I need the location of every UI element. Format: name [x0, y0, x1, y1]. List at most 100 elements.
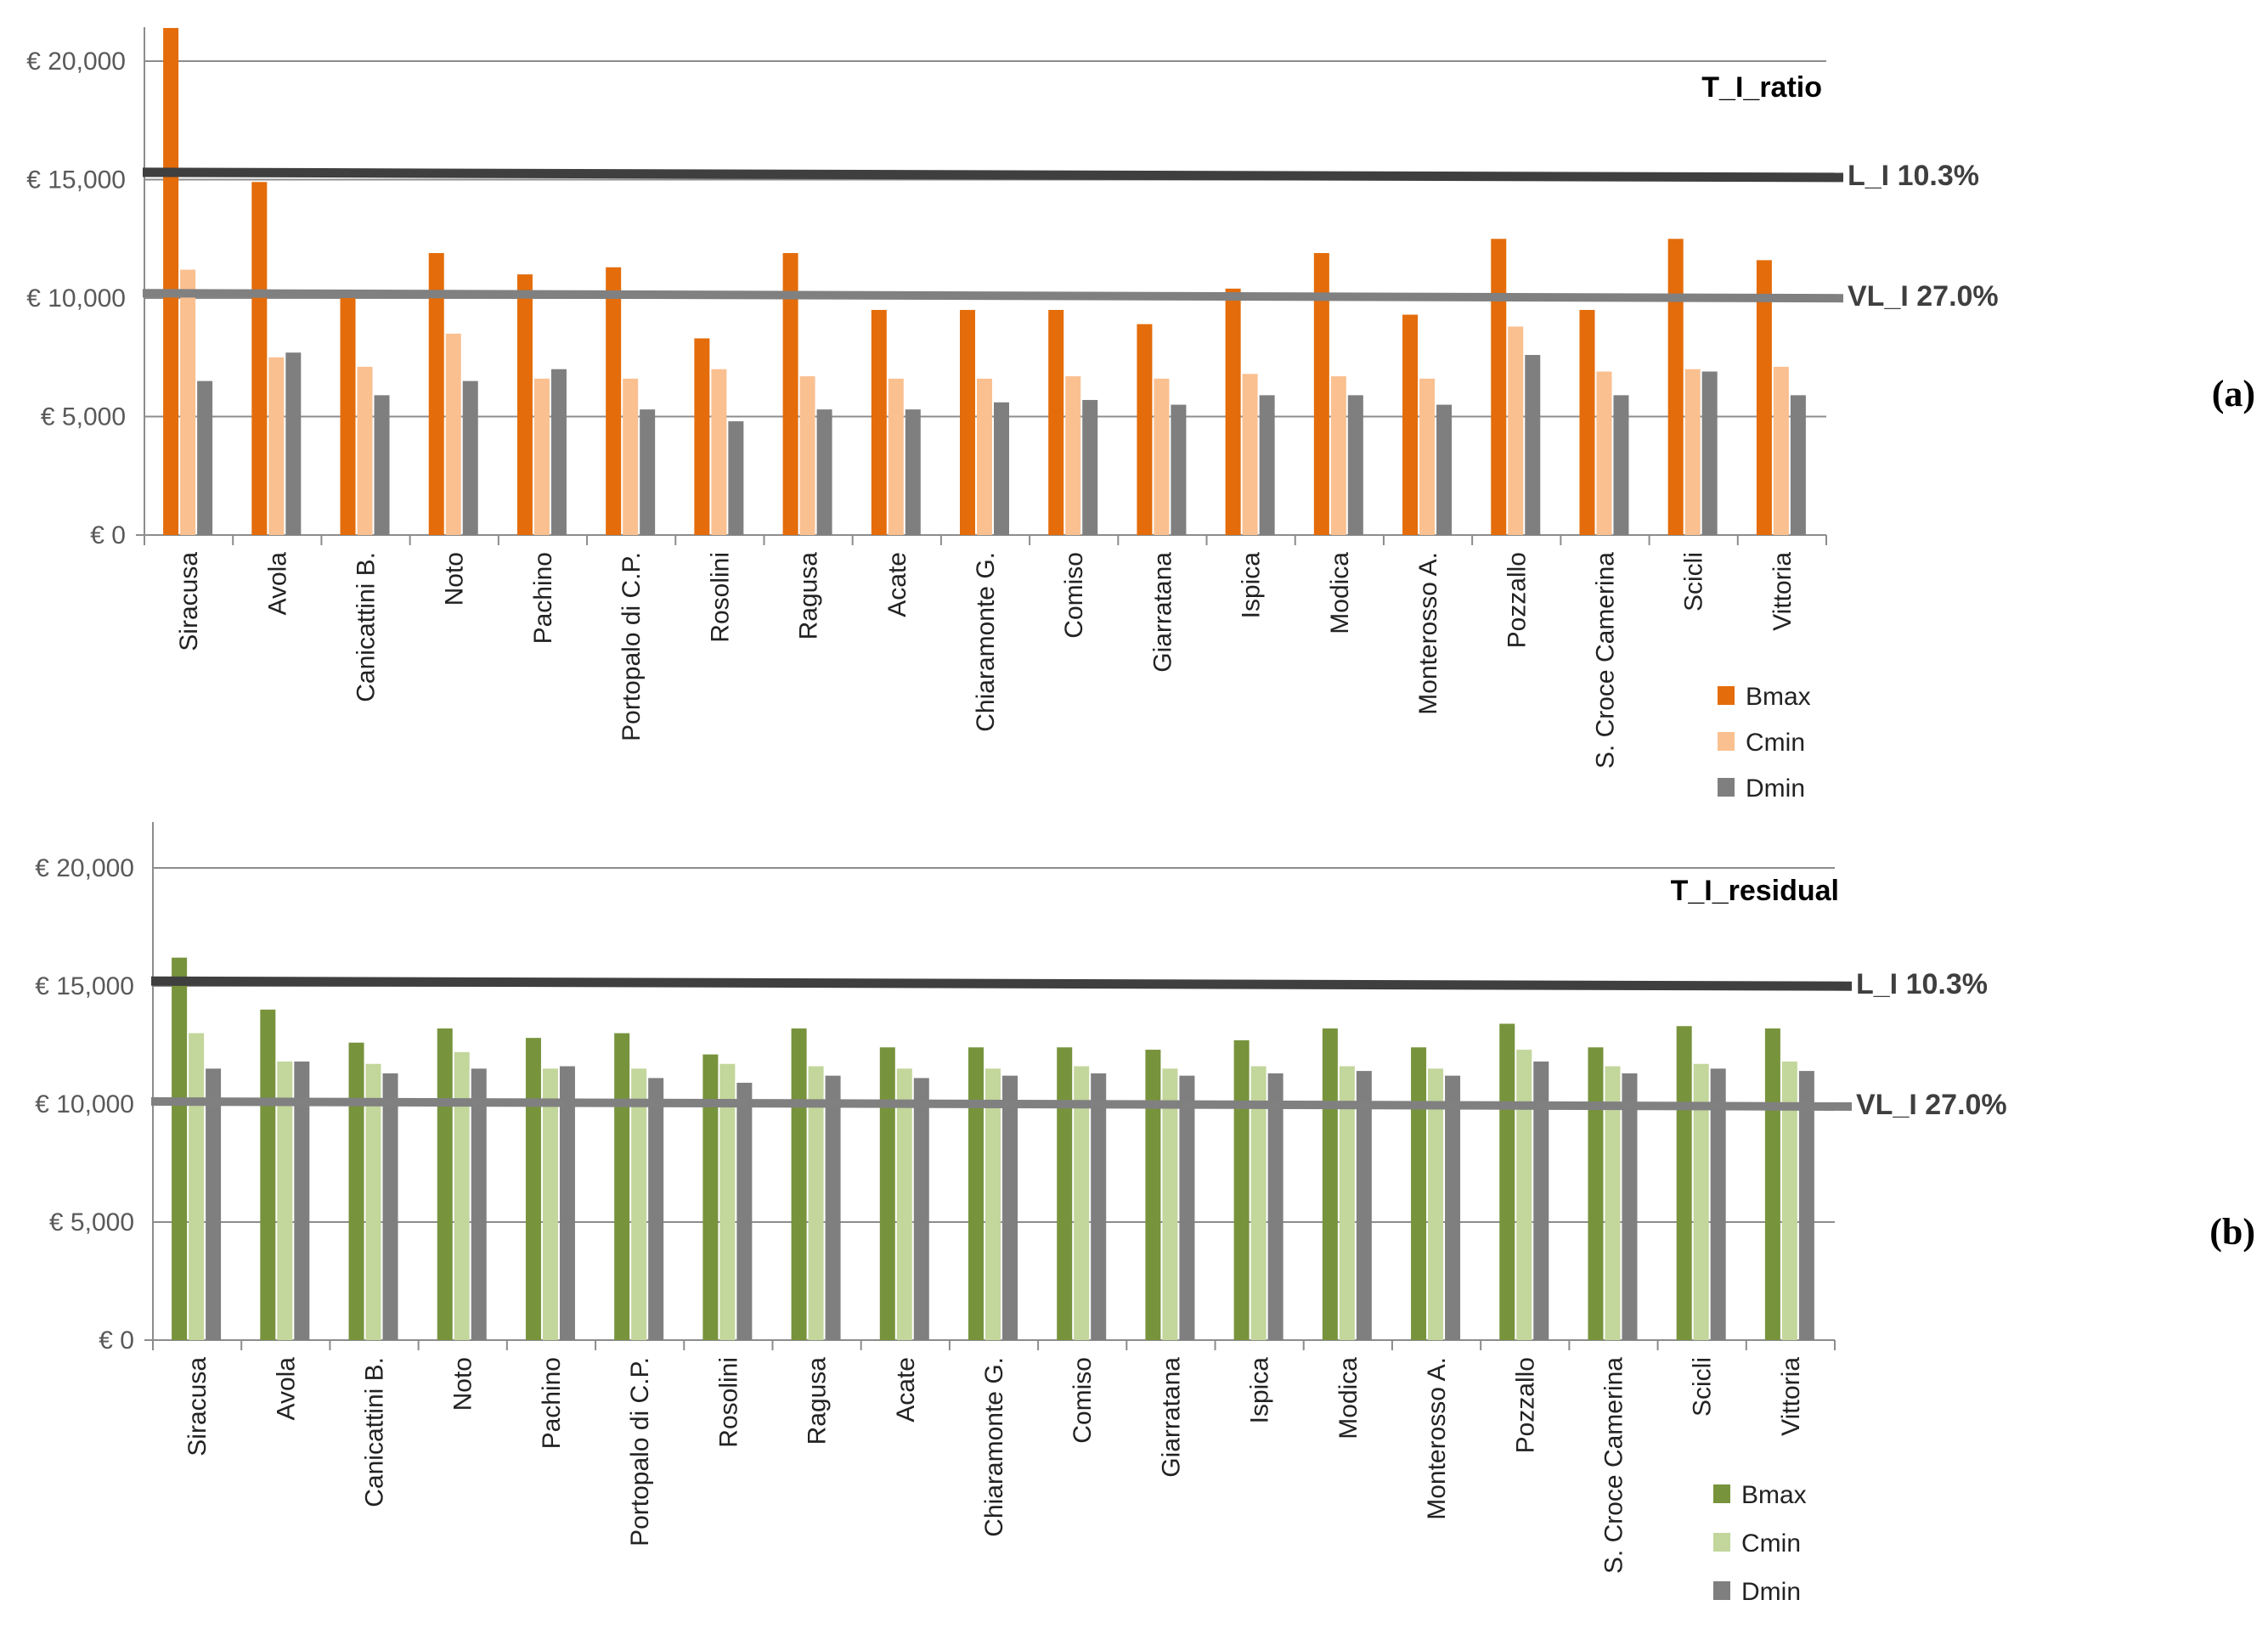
- legend-label: Dmin: [1741, 1578, 1801, 1606]
- bar-dmin-4: [550, 369, 567, 535]
- bar-dmin-11: [1179, 1075, 1195, 1340]
- bar-dmin-3: [471, 1068, 487, 1340]
- bar-cmin-5: [623, 378, 639, 535]
- bar-dmin-14: [1445, 1075, 1461, 1340]
- bar-cmin-4: [533, 378, 550, 535]
- category-label: Rosolini: [714, 1357, 742, 1448]
- bar-bmax-16: [1579, 309, 1595, 535]
- bar-cmin-9: [977, 378, 992, 535]
- y-tick-label: € 10,000: [26, 284, 126, 313]
- category-label: Monterosso A.: [1414, 552, 1442, 715]
- bar-cmin-10: [1074, 1066, 1090, 1340]
- legend-swatch-bmax: [1718, 686, 1735, 705]
- bar-dmin-3: [462, 380, 478, 535]
- bar-dmin-15: [1533, 1061, 1549, 1340]
- bar-cmin-6: [719, 1063, 736, 1340]
- category-label: Ispica: [1246, 1357, 1274, 1424]
- bar-cmin-14: [1419, 378, 1436, 535]
- bar-dmin-12: [1259, 395, 1275, 535]
- bar-cmin-15: [1516, 1050, 1532, 1340]
- category-label: Ragusa: [795, 552, 823, 640]
- bar-cmin-8: [896, 1068, 912, 1340]
- reference-line-1: [142, 289, 1844, 303]
- reference-line-1: [150, 1097, 1853, 1111]
- bar-dmin-13: [1356, 1071, 1372, 1340]
- bar-cmin-13: [1330, 376, 1346, 535]
- bar-cmin-3: [445, 333, 461, 535]
- y-tick-label: € 15,000: [26, 166, 126, 194]
- category-label: Vittoria: [1769, 552, 1797, 631]
- bar-dmin-0: [197, 380, 213, 535]
- reference-line-label: L_I 10.3%: [1856, 968, 1988, 1000]
- bar-bmax-0: [163, 27, 179, 535]
- category-label: Scicli: [1689, 1357, 1717, 1417]
- category-label: Chiaramonte G.: [980, 1357, 1008, 1537]
- bar-bmax-7: [782, 252, 798, 535]
- category-label: Canicattini B.: [353, 552, 381, 702]
- bar-dmin-17: [1710, 1068, 1726, 1340]
- bar-bmax-8: [879, 1047, 895, 1340]
- category-label: Vittoria: [1777, 1357, 1805, 1436]
- reference-line-label: VL_I 27.0%: [1856, 1089, 2007, 1121]
- bar-bmax-14: [1402, 314, 1419, 535]
- category-label: Ragusa: [804, 1357, 832, 1445]
- bar-bmax-4: [516, 274, 533, 535]
- panel-label: (b): [2209, 1211, 2255, 1253]
- category-label: Giarratana: [1148, 552, 1176, 673]
- bar-cmin-1: [268, 357, 285, 535]
- bar-dmin-1: [285, 352, 302, 535]
- category-label: Noto: [449, 1357, 477, 1411]
- bar-cmin-15: [1508, 326, 1524, 535]
- bar-cmin-0: [180, 269, 196, 535]
- bar-bmax-13: [1313, 252, 1329, 535]
- bar-cmin-9: [985, 1068, 1001, 1340]
- bar-bmax-17: [1676, 1026, 1692, 1340]
- bar-dmin-13: [1347, 395, 1363, 535]
- bar-cmin-5: [631, 1068, 647, 1340]
- category-label: Canicattini B.: [361, 1357, 389, 1507]
- bar-dmin-10: [1082, 399, 1098, 535]
- bar-bmax-8: [871, 309, 887, 535]
- category-label: Pachino: [538, 1357, 566, 1449]
- y-tick-label: € 0: [99, 1327, 134, 1355]
- category-label: Comiso: [1060, 552, 1088, 639]
- y-tick-label: € 20,000: [26, 48, 126, 76]
- legend-label: Bmax: [1746, 683, 1811, 711]
- bar-dmin-9: [994, 402, 1009, 535]
- bar-cmin-2: [365, 1063, 381, 1340]
- bar-cmin-14: [1428, 1068, 1444, 1340]
- bar-bmax-16: [1588, 1047, 1604, 1340]
- chart-title: T_I_residual: [1671, 875, 1839, 907]
- bar-cmin-8: [888, 378, 904, 535]
- bar-dmin-2: [382, 1073, 398, 1340]
- reference-line-0: [142, 167, 1844, 183]
- category-label: Acate: [892, 1357, 920, 1422]
- category-label: Avola: [272, 1357, 300, 1421]
- y-tick-label: € 5,000: [49, 1208, 134, 1236]
- bar-bmax-18: [1756, 260, 1772, 535]
- bar-dmin-10: [1091, 1073, 1107, 1340]
- chart-title: T_I_ratio: [1701, 71, 1822, 104]
- bar-dmin-18: [1798, 1071, 1814, 1340]
- bar-dmin-6: [728, 421, 744, 535]
- bar-bmax-3: [428, 252, 444, 535]
- panel-b: € 0 € 5,000 € 10,000 € 15,000 € 20,000 Siracu…: [35, 822, 2255, 1606]
- bar-cmin-0: [189, 1033, 205, 1340]
- legend-swatch-cmin: [1718, 732, 1735, 751]
- bar-cmin-7: [808, 1066, 824, 1340]
- bar-dmin-1: [294, 1061, 310, 1340]
- category-label: Monterosso A.: [1423, 1357, 1451, 1520]
- bar-bmax-15: [1491, 239, 1507, 535]
- bar-dmin-8: [913, 1078, 929, 1340]
- bar-bmax-0: [172, 957, 188, 1340]
- bar-cmin-10: [1065, 376, 1081, 535]
- bar-cmin-18: [1773, 366, 1789, 535]
- bar-dmin-16: [1622, 1073, 1638, 1340]
- bar-cmin-17: [1693, 1063, 1709, 1340]
- category-label: Siracusa: [175, 552, 203, 651]
- bar-bmax-12: [1233, 1039, 1250, 1340]
- legend-label: Cmin: [1746, 729, 1805, 757]
- bar-bmax-10: [1048, 309, 1064, 535]
- bar-bmax-14: [1411, 1047, 1427, 1340]
- bar-cmin-11: [1154, 378, 1170, 535]
